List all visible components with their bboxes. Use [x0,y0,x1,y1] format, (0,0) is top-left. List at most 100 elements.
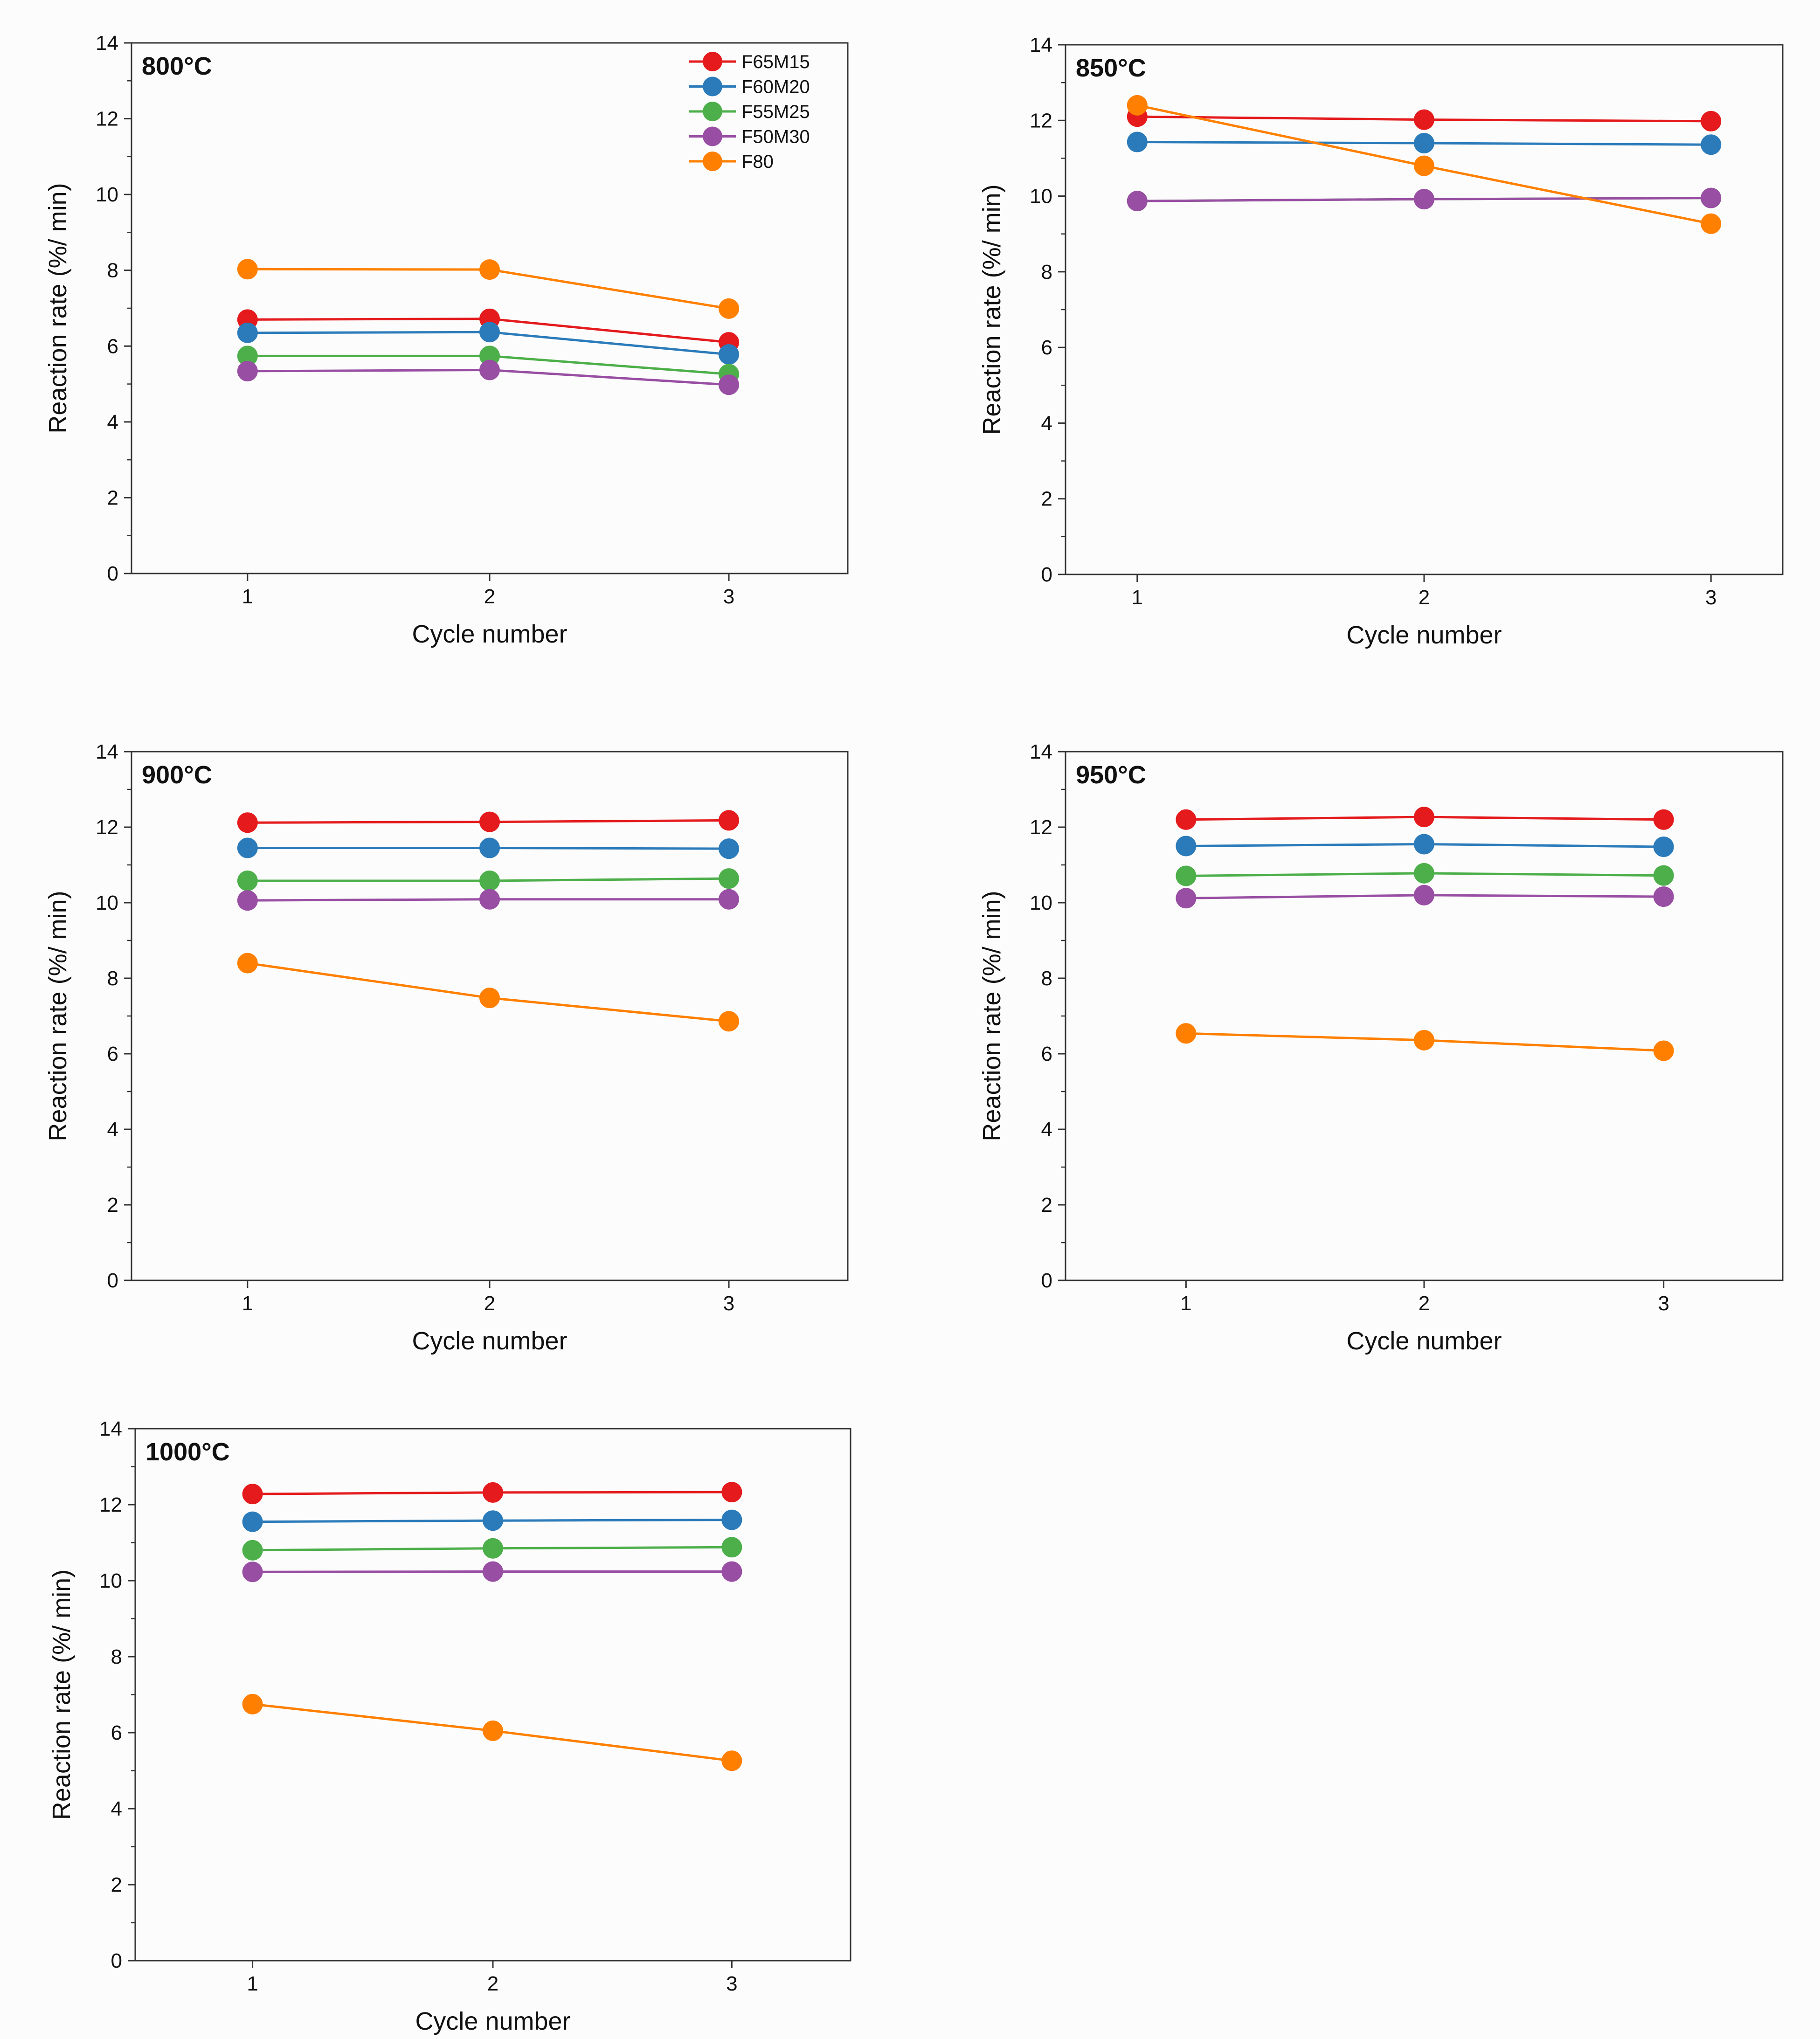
y-tick-label: 0 [107,562,118,585]
y-axis-title: Reaction rate (%/ min) [44,183,72,433]
y-axis-title: Reaction rate (%/ min) [978,184,1006,435]
data-point-F55M25 [242,1540,263,1561]
y-tick-label: 14 [99,1417,122,1440]
legend-label-F65M15: F65M15 [741,52,810,72]
data-point-F65M15 [237,812,258,833]
x-tick-label: 1 [242,585,253,608]
y-tick-label: 0 [111,1949,122,1972]
data-point-F60M20 [721,1509,742,1530]
x-tick-label: 2 [1419,1292,1430,1315]
y-tick-label: 14 [96,740,118,763]
data-point-F80 [479,259,500,280]
data-point-F80 [237,953,258,974]
data-point-F60M20 [1653,836,1674,857]
data-point-F50M30 [479,889,500,910]
data-point-F50M30 [721,1561,742,1582]
y-tick-label: 0 [1041,563,1052,586]
y-tick-label: 12 [1030,816,1052,839]
y-axis-title: Reaction rate (%/ min) [48,1569,76,1820]
data-point-F80 [1414,155,1434,176]
x-axis-title: Cycle number [415,2007,570,2035]
y-tick-label: 6 [1041,1043,1052,1065]
y-tick-label: 2 [1041,1194,1052,1216]
y-tick-label: 12 [96,816,118,839]
legend-marker-F60M20 [703,76,722,97]
data-point-F65M15 [1414,109,1434,130]
data-point-F60M20 [237,322,258,343]
data-point-F50M30 [1701,187,1722,208]
y-tick-label: 4 [1041,412,1052,435]
data-point-F65M15 [1176,809,1197,830]
panel-title: 900°C [142,761,212,789]
data-point-F55M25 [1414,863,1434,884]
y-tick-label: 4 [107,1118,118,1141]
y-tick-label: 4 [107,411,118,434]
data-point-F50M30 [1127,191,1148,212]
y-tick-label: 2 [107,486,118,509]
x-tick-label: 1 [247,1972,258,1995]
x-tick-label: 1 [242,1292,253,1315]
y-tick-label: 14 [1030,34,1052,56]
x-tick-label: 3 [1705,586,1716,609]
legend-label-F50M30: F50M30 [741,127,810,147]
data-point-F55M25 [1653,865,1674,886]
data-point-F50M30 [1653,886,1674,907]
data-point-F60M20 [719,344,740,365]
y-tick-label: 10 [1030,185,1052,208]
data-point-F55M25 [1176,865,1197,886]
data-point-F80 [1127,95,1148,116]
data-point-F50M30 [1414,189,1434,210]
data-point-F80 [237,259,258,280]
y-tick-label: 6 [1041,336,1052,359]
x-axis-title: Cycle number [1346,621,1502,649]
data-point-F50M30 [719,374,740,395]
x-axis-title: Cycle number [412,620,567,648]
y-tick-label: 10 [99,1569,122,1592]
data-point-F60M20 [1176,836,1197,857]
y-tick-label: 12 [1030,109,1052,132]
y-tick-label: 6 [107,1043,118,1065]
x-tick-label: 3 [723,585,734,608]
data-point-F50M30 [1414,885,1434,905]
data-point-F65M15 [242,1484,263,1505]
plot-frame [134,1428,851,1962]
data-point-F55M25 [719,868,740,889]
data-point-F80 [1176,1023,1197,1044]
y-tick-label: 8 [1041,261,1052,283]
y-tick-label: 4 [1041,1118,1052,1141]
y-tick-label: 12 [96,108,118,131]
legend-marker-F55M25 [703,102,722,121]
y-tick-label: 14 [96,32,118,55]
legend-marker-F65M15 [703,52,722,71]
x-tick-label: 2 [484,585,495,608]
y-axis-title: Reaction rate (%/ min) [44,891,72,1141]
data-point-F50M30 [237,360,258,381]
data-point-F55M25 [479,871,500,892]
x-tick-label: 2 [487,1972,498,1995]
y-tick-label: 12 [99,1493,122,1516]
data-point-F80 [1653,1040,1674,1061]
data-point-F60M20 [1414,132,1434,153]
y-axis-title: Reaction rate (%/ min) [978,891,1006,1141]
data-point-F50M30 [1176,888,1197,909]
plot-frame [131,42,849,574]
data-point-F55M25 [721,1537,742,1558]
data-point-F60M20 [1701,134,1722,155]
x-axis-title: Cycle number [412,1327,567,1355]
y-tick-label: 2 [111,1873,122,1896]
data-point-F60M20 [1414,834,1434,855]
data-point-F65M15 [1653,809,1674,830]
x-tick-label: 3 [1658,1292,1669,1315]
data-point-F80 [483,1720,503,1741]
legend: F65M15 F60M20 F55M25 F50M30 F80 [689,52,810,172]
panel-title: 950°C [1076,761,1146,789]
legend-marker-F50M30 [703,126,722,146]
y-tick-label: 8 [1041,967,1052,990]
y-tick-label: 10 [96,892,118,914]
data-point-F60M20 [1127,131,1148,152]
data-point-F55M25 [483,1538,503,1559]
data-point-F60M20 [237,837,258,858]
